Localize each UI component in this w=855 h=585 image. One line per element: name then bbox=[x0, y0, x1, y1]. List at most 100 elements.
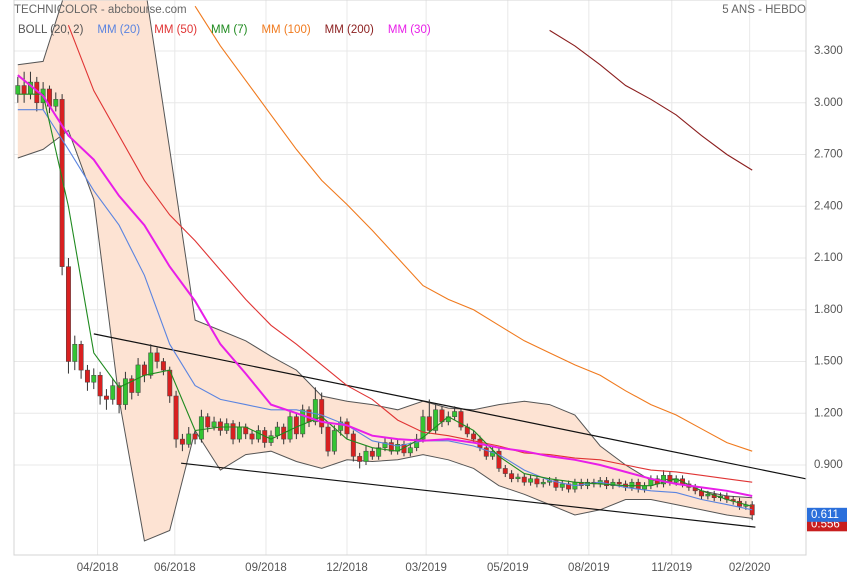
candle-body bbox=[110, 385, 116, 400]
legend-entry: MM (50) bbox=[154, 24, 197, 36]
candle-body bbox=[230, 423, 236, 440]
candle-body bbox=[661, 475, 667, 485]
candle-body bbox=[344, 421, 350, 435]
legend-entry: MM (100) bbox=[261, 24, 310, 36]
price-marker-label: 0.611 bbox=[811, 509, 839, 521]
candle-body bbox=[509, 473, 515, 480]
candle-body bbox=[141, 364, 147, 376]
candle-body bbox=[116, 385, 122, 405]
plot-border bbox=[13, 0, 807, 556]
candle-body bbox=[420, 416, 426, 440]
y-tick-label: 2.400 bbox=[814, 200, 843, 212]
candle-body bbox=[414, 438, 420, 448]
plot-area bbox=[15, 0, 806, 542]
price-marker bbox=[807, 507, 847, 522]
y-tick-label: 3.000 bbox=[814, 97, 843, 109]
candle-body bbox=[211, 421, 217, 428]
candle-body bbox=[59, 99, 65, 267]
bollinger-upper bbox=[17, 0, 753, 499]
x-tick-label: 08/2019 bbox=[568, 562, 610, 574]
x-tick-label: 09/2018 bbox=[245, 562, 287, 574]
candle-body bbox=[160, 361, 166, 371]
candle-body bbox=[91, 375, 97, 383]
candle-body bbox=[407, 447, 413, 454]
y-tick-label: 3.300 bbox=[814, 45, 843, 57]
chart-title: TECHNICOLOR - abcbourse.com bbox=[14, 4, 187, 16]
candle-body bbox=[186, 433, 192, 445]
candle-body bbox=[515, 476, 521, 480]
legend-entry: MM (30) bbox=[388, 24, 431, 36]
y-tick-label: 1.200 bbox=[814, 407, 843, 419]
y-tick-label: 2.100 bbox=[814, 252, 843, 264]
legend-entry: MM (7) bbox=[211, 24, 248, 36]
x-tick-label: 02/2020 bbox=[729, 562, 771, 574]
candle-body bbox=[217, 421, 223, 431]
y-tick-label: 0.900 bbox=[814, 459, 843, 471]
chart-subtitle: 5 ANS - HEBDO bbox=[722, 4, 806, 16]
candle-body bbox=[312, 399, 318, 423]
candle-body bbox=[103, 395, 109, 400]
candle-body bbox=[357, 456, 363, 462]
x-tick-label: 04/2018 bbox=[77, 562, 119, 574]
candle-body bbox=[350, 433, 356, 457]
candle-body bbox=[274, 426, 280, 436]
moving-average bbox=[17, 93, 753, 507]
candle-body bbox=[629, 481, 635, 488]
y-tick-label: 1.500 bbox=[814, 356, 843, 368]
candle-body bbox=[331, 430, 337, 452]
candle-body bbox=[540, 481, 546, 485]
moving-average bbox=[549, 29, 753, 171]
candle-body bbox=[338, 421, 344, 431]
legend-entry: MM (20) bbox=[97, 24, 140, 36]
candle-body bbox=[72, 343, 78, 362]
bollinger-fill bbox=[17, 0, 753, 541]
candle-body bbox=[426, 416, 432, 431]
candle-body bbox=[21, 85, 27, 95]
candle-body bbox=[97, 375, 103, 397]
legend-entry: BOLL (20, 2) bbox=[18, 24, 84, 36]
bollinger-lower bbox=[17, 129, 753, 542]
candle-body bbox=[496, 450, 502, 469]
trendline bbox=[93, 333, 806, 480]
candle-body bbox=[287, 416, 293, 440]
candle-body bbox=[433, 409, 439, 431]
candle-body bbox=[528, 478, 534, 483]
candle-body bbox=[249, 433, 255, 440]
candle-body bbox=[198, 416, 204, 440]
y-tick-label: 2.700 bbox=[814, 149, 843, 161]
candle-body bbox=[553, 480, 559, 488]
candle-body bbox=[616, 481, 622, 485]
candle-body bbox=[15, 85, 21, 95]
candle-body bbox=[705, 494, 711, 497]
x-tick-label: 11/2019 bbox=[651, 562, 692, 574]
candle-body bbox=[53, 99, 59, 107]
candle-body bbox=[521, 476, 527, 483]
candle-body bbox=[154, 352, 160, 362]
candle-body bbox=[363, 450, 369, 462]
candle-body bbox=[452, 411, 458, 417]
moving-average bbox=[194, 5, 753, 452]
x-tick-label: 05/2019 bbox=[487, 562, 529, 574]
legend: BOLL (20, 2) MM (20) MM (50) MM (7) MM (100)… bbox=[18, 24, 431, 36]
trendline bbox=[181, 462, 756, 528]
candle-body bbox=[319, 399, 325, 428]
candle-body bbox=[376, 447, 382, 457]
candle-body bbox=[65, 266, 71, 362]
candle-body bbox=[325, 426, 331, 452]
candle-body bbox=[192, 433, 198, 440]
candle-body bbox=[236, 426, 242, 440]
candle-body bbox=[84, 369, 90, 383]
candle-body bbox=[300, 409, 306, 435]
candle-body bbox=[559, 483, 565, 488]
x-tick-label: 06/2018 bbox=[154, 562, 196, 574]
moving-average bbox=[17, 74, 753, 497]
legend-entry: MM (200) bbox=[325, 24, 374, 36]
candle-body bbox=[369, 450, 375, 457]
candle-body bbox=[293, 416, 299, 435]
candle-body bbox=[483, 447, 489, 457]
candle-body bbox=[173, 395, 179, 440]
candle-body bbox=[458, 411, 464, 428]
x-tick-label: 12/2018 bbox=[326, 562, 368, 574]
candle-body bbox=[179, 438, 185, 445]
